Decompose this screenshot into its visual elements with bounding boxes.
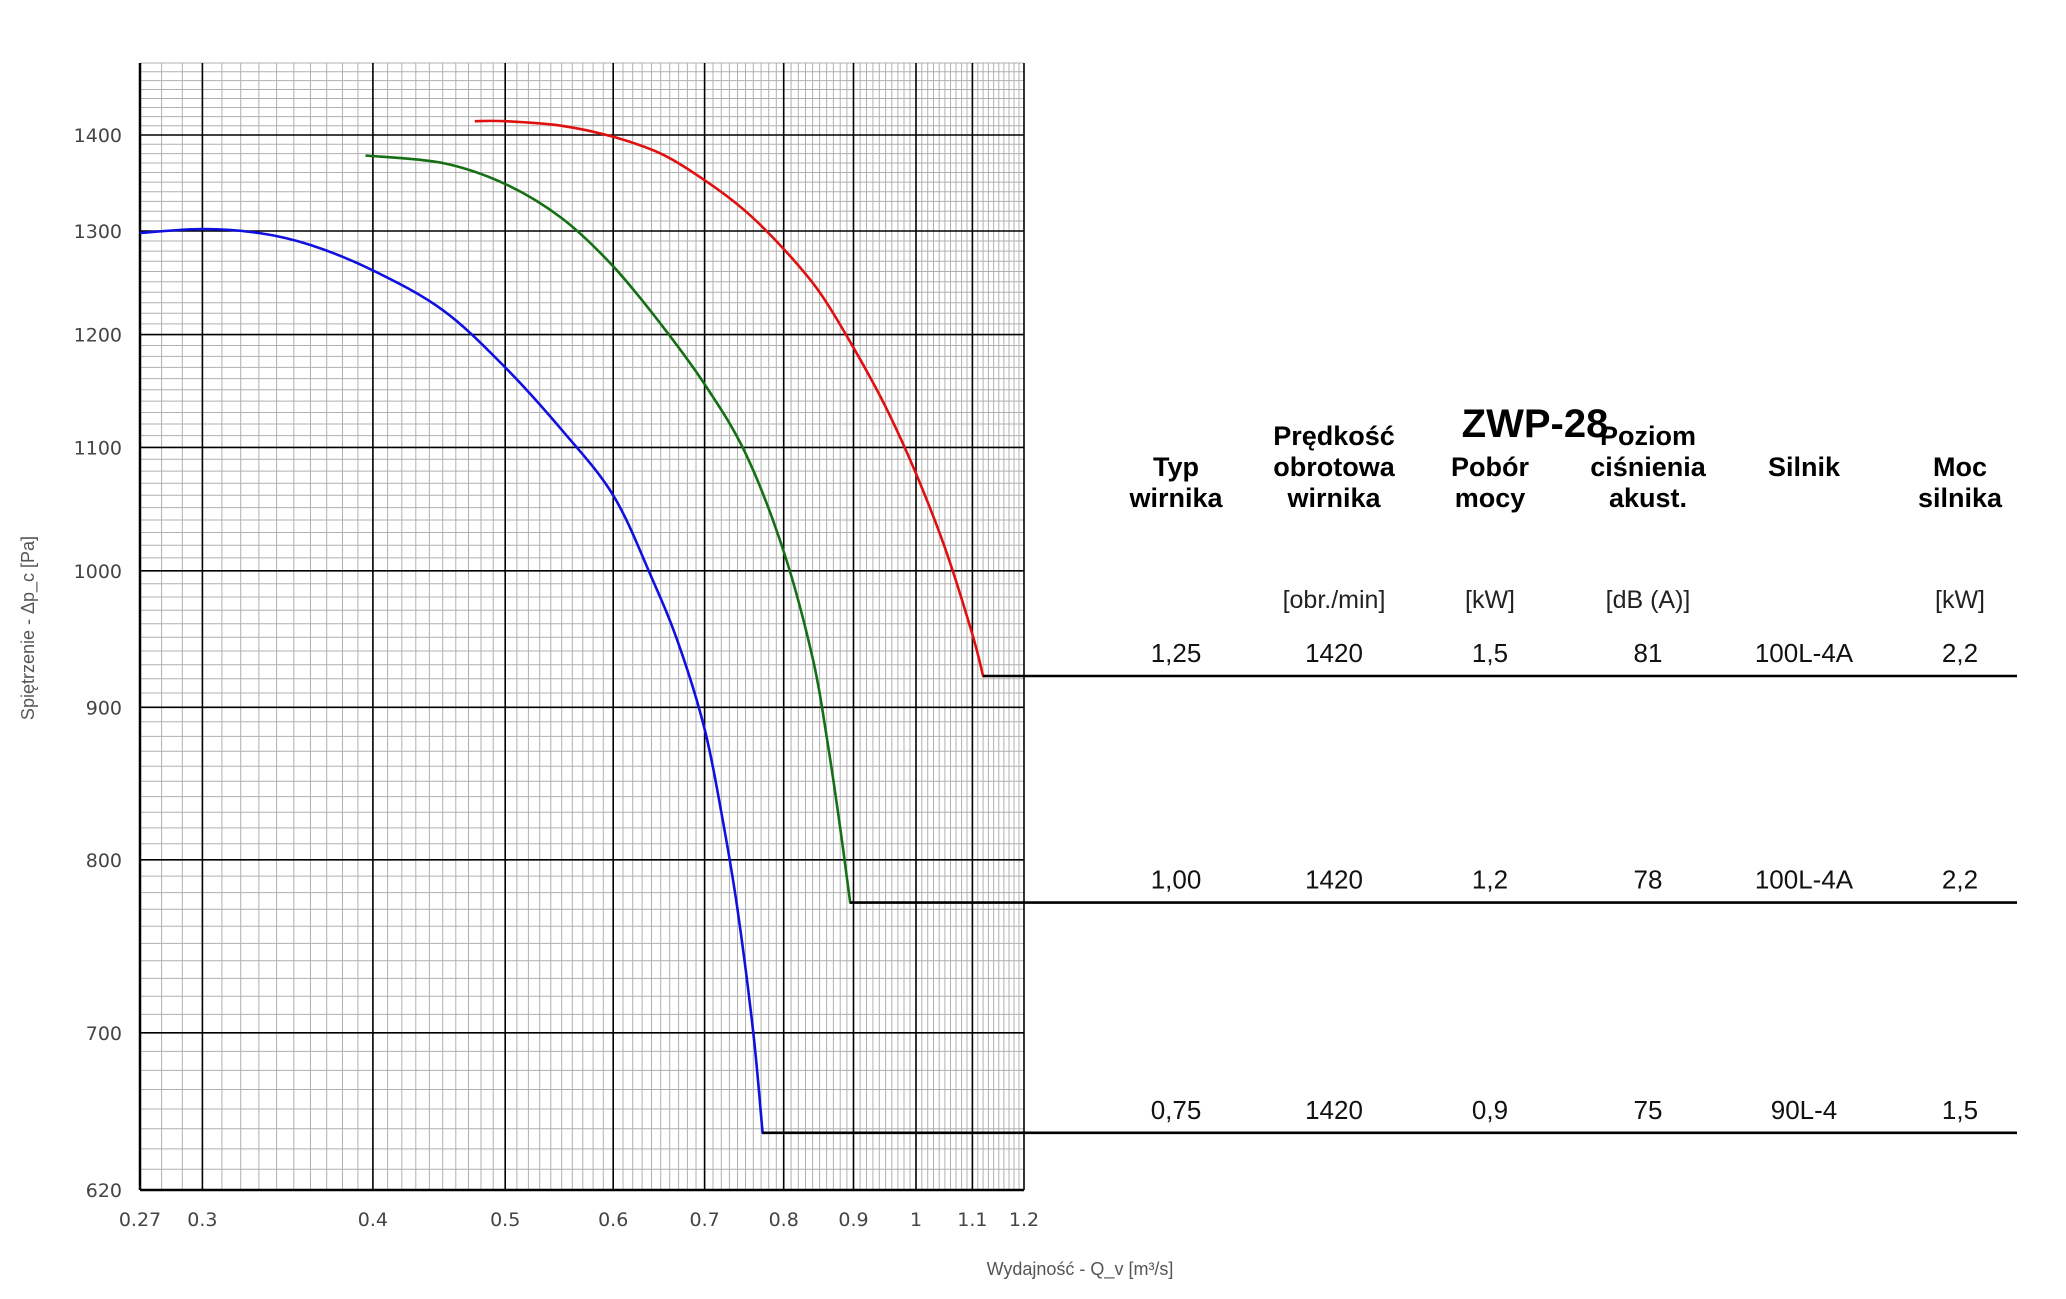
chart-series (139, 119, 986, 1135)
table-header-text: Poziom (1600, 421, 1696, 451)
table-unit-text: [dB (A)] (1606, 586, 1691, 614)
table-header-text: wirnika (1286, 483, 1381, 513)
y-tick-label: 800 (86, 850, 122, 872)
table-cell: 1,25 (1151, 638, 1202, 668)
table-unit-text: [kW] (1935, 586, 1985, 614)
x-tick-label: 0.4 (358, 1209, 388, 1231)
y-tick-label: 1400 (74, 125, 122, 147)
table-cell: 2,2 (1942, 865, 1978, 895)
table-cell: 1420 (1305, 638, 1363, 668)
table-cell: 2,2 (1942, 638, 1978, 668)
series-line-3 (474, 119, 986, 678)
table-header-text: mocy (1455, 483, 1526, 513)
table-cell: 0,75 (1151, 1095, 1202, 1125)
table-cell: 1,5 (1472, 638, 1508, 668)
y-tick-label: 1100 (74, 437, 122, 459)
table-unit-text: [kW] (1465, 586, 1515, 614)
table-header-text: akust. (1609, 483, 1687, 513)
table-cell: 90L-4 (1771, 1095, 1838, 1125)
table-header-text: ciśnienia (1590, 452, 1707, 482)
table-header-text: Prędkość (1273, 421, 1395, 451)
table-header-text: Pobór (1451, 452, 1529, 482)
series-line-1 (139, 227, 765, 1135)
table-header-text: silnika (1918, 483, 2003, 513)
x-tick-label: 1.1 (957, 1209, 987, 1231)
table-cell: 1420 (1305, 865, 1363, 895)
table-cell: 0,9 (1472, 1095, 1508, 1125)
x-tick-label: 1.2 (1009, 1209, 1039, 1231)
table-cell: 1,5 (1942, 1095, 1978, 1125)
table-unit-text: [obr./min] (1283, 586, 1386, 614)
y-tick-label: 700 (86, 1023, 122, 1045)
x-tick-label: 1 (910, 1209, 922, 1231)
table-header-text: wirnika (1128, 483, 1223, 513)
y-tick-label: 1200 (74, 325, 122, 347)
y-tick-label: 900 (86, 697, 122, 719)
chart-axes: 0.27 0.3 0.4 0.5 0.6 0.7 0.8 0.9 1 1.1 1.2 620 700 80… (74, 63, 1039, 1231)
x-tick-label: 0.6 (598, 1209, 628, 1231)
table-header-text: Silnik (1768, 452, 1841, 482)
chart-grid (139, 62, 1025, 1191)
table-header-text: Moc (1933, 452, 1987, 482)
table-header-text: Typ (1153, 452, 1199, 482)
table-cell: 1,00 (1151, 865, 1202, 895)
y-axis-label: Spiętrzenie - Δp_c [Pa] (18, 536, 39, 720)
table-cell: 100L-4A (1755, 638, 1854, 668)
table-cell: 100L-4A (1755, 865, 1854, 895)
x-axis-label: Wydajność - Q_v [m³/s] (987, 1259, 1174, 1280)
x-tick-label: 0.8 (769, 1209, 799, 1231)
table-row-lines (762, 674, 2017, 1135)
performance-table: TypwirnikaPrędkośćobrotowawirnika[obr./m… (1128, 421, 2003, 1125)
table-cell: 78 (1634, 865, 1663, 895)
y-tick-label: 620 (86, 1180, 122, 1202)
x-tick-label: 0.3 (187, 1209, 217, 1231)
y-tick-label: 1300 (74, 221, 122, 243)
table-cell: 1420 (1305, 1095, 1363, 1125)
y-tick-label: 1000 (74, 561, 122, 583)
table-cell: 1,2 (1472, 865, 1508, 895)
table-title: ZWP-28 (1462, 402, 1609, 446)
table-cell: 75 (1634, 1095, 1663, 1125)
table-cell: 81 (1634, 638, 1663, 668)
x-tick-label: 0.5 (490, 1209, 520, 1231)
series-line-2 (365, 154, 853, 904)
table-header-text: obrotowa (1273, 452, 1395, 482)
x-tick-label: 0.27 (119, 1209, 161, 1231)
x-tick-label: 0.9 (838, 1209, 868, 1231)
x-tick-label: 0.7 (689, 1209, 719, 1231)
